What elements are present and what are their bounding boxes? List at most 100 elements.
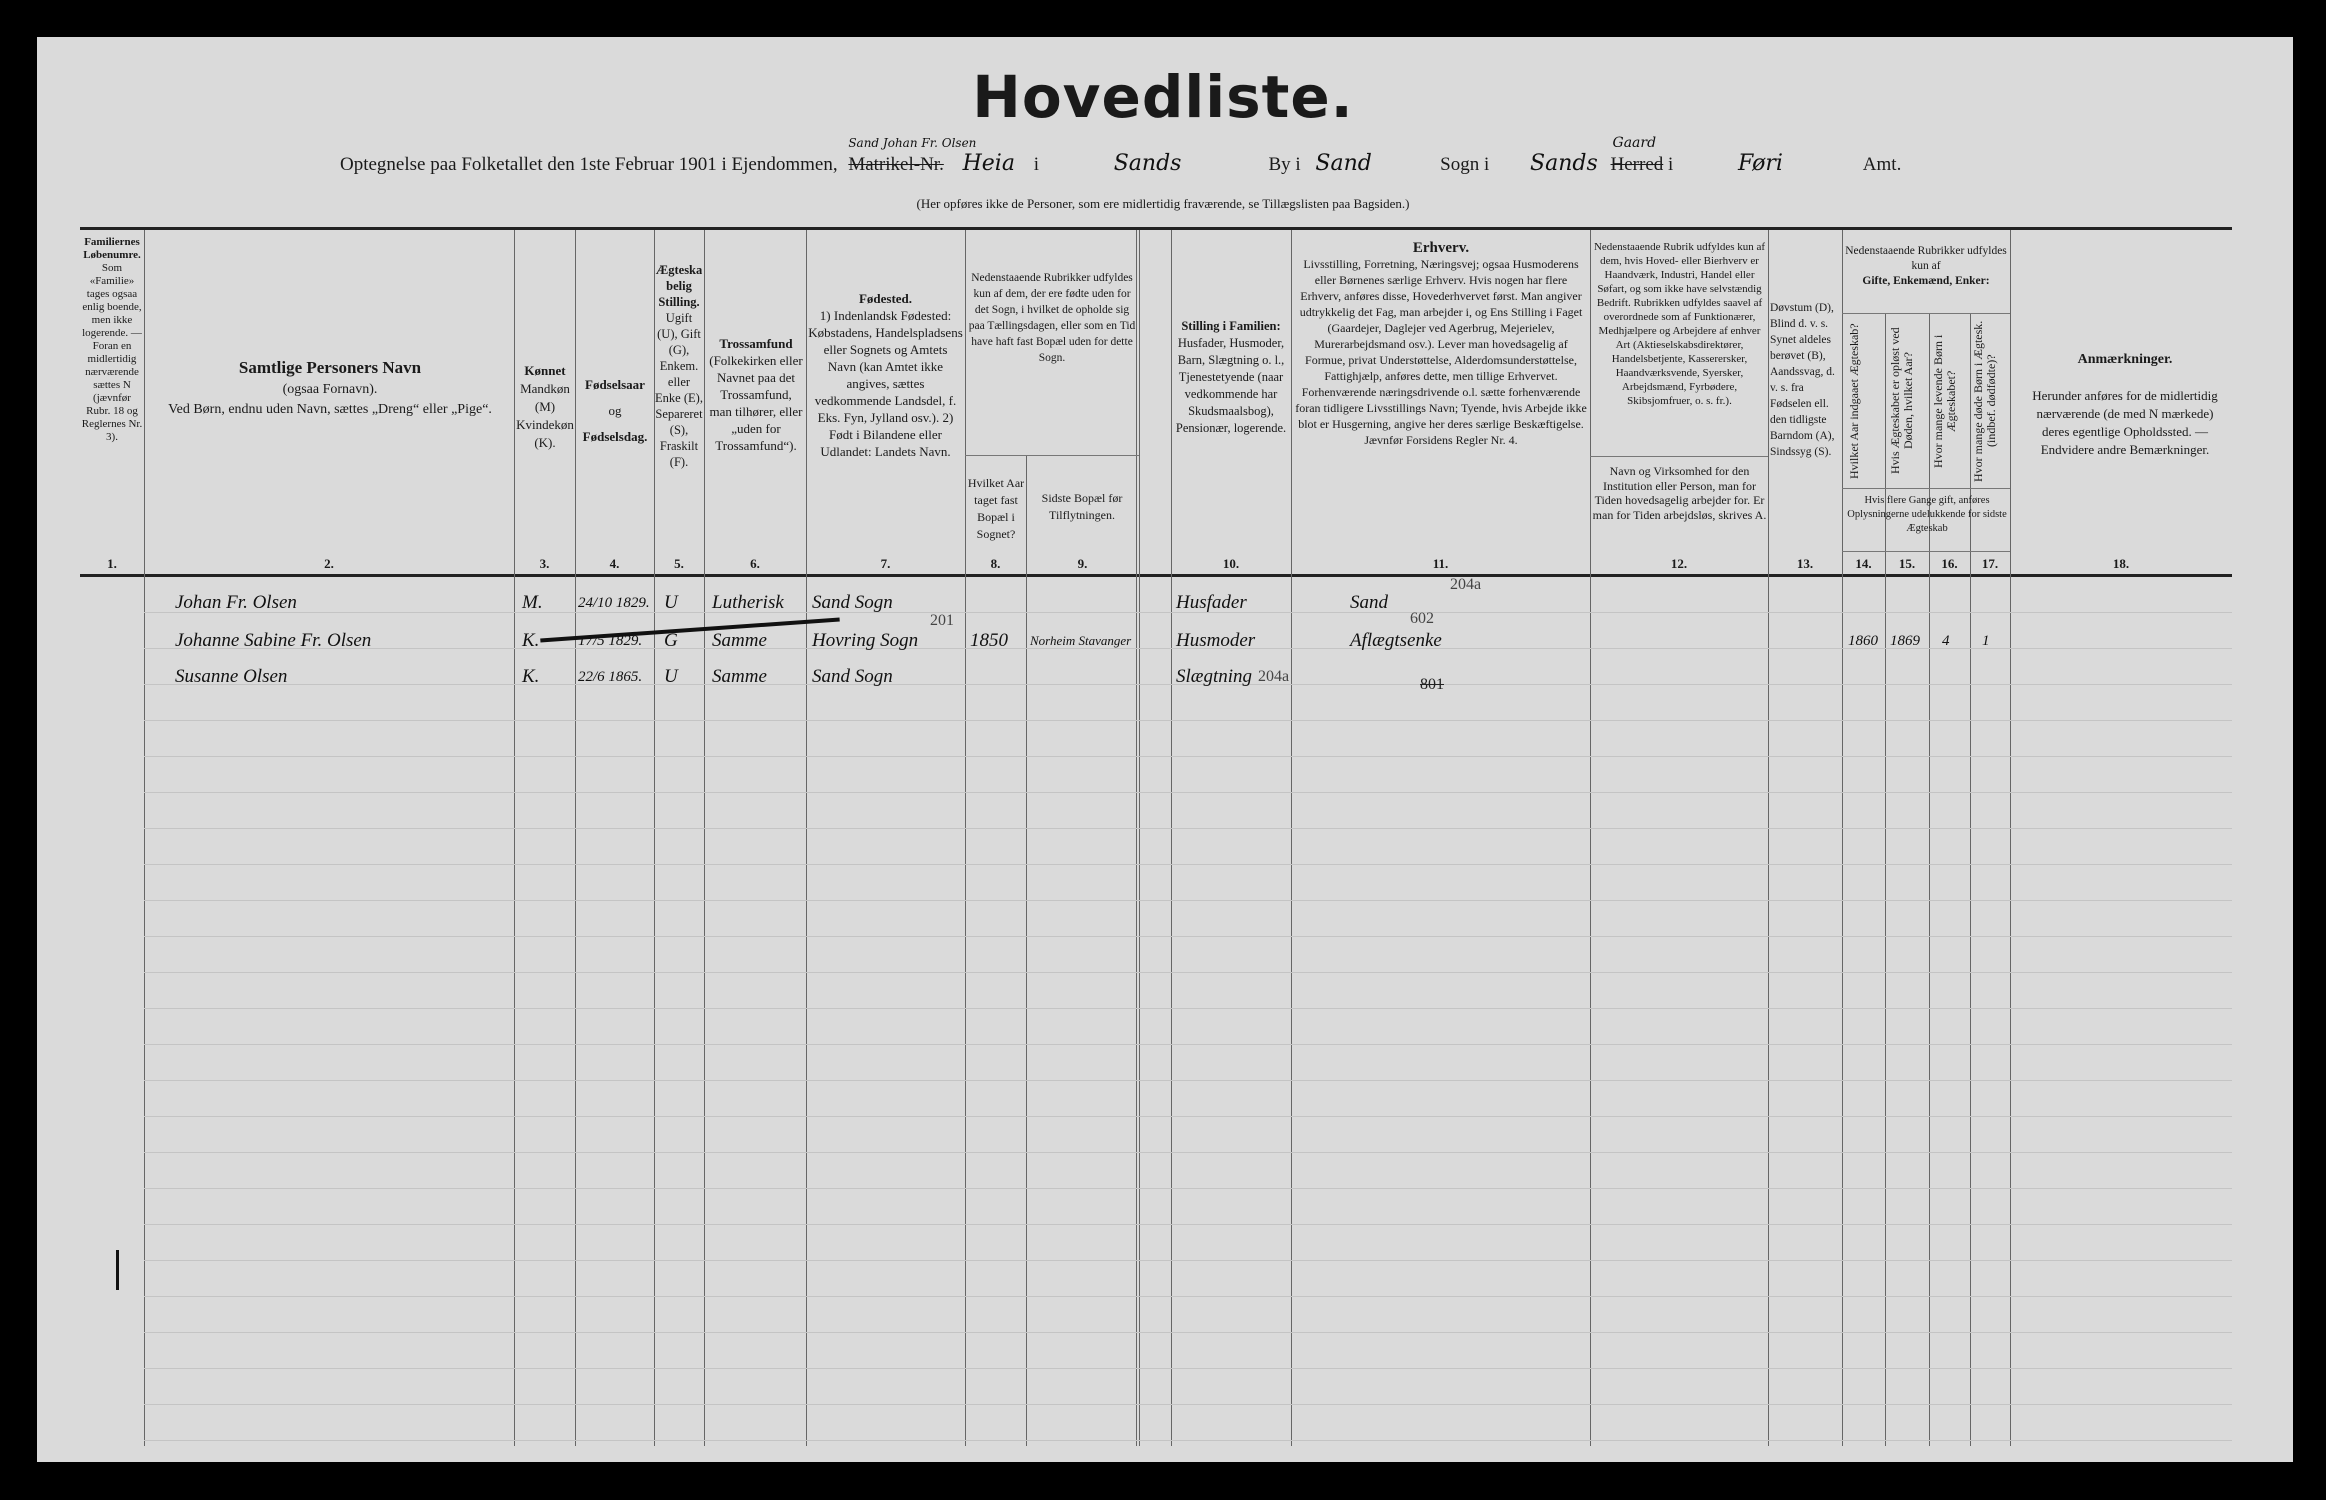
col8-9-header: Nedenstaaende Rubrikker udfyldes kun af …: [968, 272, 1136, 364]
cell-faith: Lutherisk: [712, 592, 784, 613]
ruled-line: [144, 1260, 2232, 1261]
col1-header: Familiernes Løbenumre. Som «Familie» tage…: [80, 236, 144, 444]
col13-header: Døvstum (D), Blind d. v. s. Synet aldele…: [1770, 302, 1835, 458]
col2-header: Samtlige Personers Navn (ogsaa Fornavn). V…: [150, 358, 510, 420]
column-divider: [1291, 230, 1292, 1446]
top-rule: [80, 227, 2232, 230]
occupation-code: 801: [1420, 676, 1444, 693]
cell-role: Husmoder: [1176, 630, 1256, 651]
column-divider: [1171, 230, 1172, 1446]
cell-c17: 1: [1982, 633, 1990, 649]
ruled-line: [144, 1152, 2232, 1153]
ruled-line: [144, 1296, 2232, 1297]
subheader-rule: [1842, 313, 2010, 314]
cell-birthplace: Sand Sogn: [812, 592, 893, 613]
cell-name: Johan Fr. Olsen: [175, 592, 297, 613]
col7-header: Fødested. 1) Indenlandsk Fødested: Købsta…: [808, 290, 963, 460]
gaard-handwritten: Gaard: [1612, 135, 1657, 151]
column-number: 13.: [1796, 556, 1814, 571]
column-divider: [654, 230, 655, 1446]
cell-born: 24/10 1829.: [578, 595, 650, 611]
ruled-line: [144, 1044, 2232, 1045]
column-divider: [1026, 455, 1027, 1446]
col16-header: Hvor mange levende Børn i Ægteskabet?: [1931, 334, 1958, 468]
col15-header: Hvis Ægteskabet er opløst ved Døden, hvi…: [1888, 327, 1915, 475]
col10-header: Stilling i Familien: Husfader, Husmoder, …: [1172, 318, 1290, 437]
col7-title: Fødested.: [858, 291, 913, 306]
col12-header: Nedenstaaende Rubrik udfyldes kun af dem…: [1593, 241, 1766, 407]
place-handwritten: Sands: [1113, 151, 1182, 176]
col3-text: Mandkøn (M) Kvindekøn (K).: [516, 381, 574, 450]
cell-c16: 4: [1942, 633, 1950, 649]
form-title: Hovedliste.: [972, 63, 1354, 131]
col2-title: Samtlige Personers Navn: [238, 358, 422, 377]
cell-sex: M.: [522, 592, 543, 613]
cell-name: Susanne Olsen: [175, 666, 288, 687]
cell-last-residence: Norheim Stavanger: [1030, 633, 1132, 648]
col10-text: Husfader, Husmoder, Barn, Slægtning o. l…: [1175, 336, 1287, 435]
label-i: i: [1668, 154, 1674, 175]
col1-text: Som «Familie» tages ogsaa enlig boende, …: [81, 262, 143, 443]
col4-og: og: [608, 403, 622, 418]
cell-faith: Samme: [712, 666, 767, 687]
col10-title: Stilling i Familien:: [1181, 319, 1281, 333]
sogn-label: Sogn i: [1440, 154, 1490, 175]
subheader-rule: [1842, 551, 2010, 552]
column-divider: [1842, 230, 1843, 1446]
column-number: 7.: [880, 556, 891, 571]
ruled-line: [144, 1224, 2232, 1225]
col6-text: (Folkekirken eller Navnet paa det Trossa…: [709, 353, 803, 453]
ruled-line: [144, 936, 2232, 937]
col4-title2: Fødselsdag.: [582, 429, 648, 444]
col6-header: Trossamfund (Folkekirken eller Navnet paa…: [708, 335, 804, 454]
ruled-line: [144, 792, 2232, 793]
by-label: By i: [1268, 154, 1301, 175]
col8-header: Hvilket Aar taget fast Bopæl i Sognet?: [967, 476, 1025, 541]
col14-17-header: Nedenstaaende Rubrikker udfyldes kun af G…: [1844, 244, 2008, 289]
cell-marital: G: [664, 630, 678, 651]
col14-17-bold: Gifte, Enkemænd, Enker:: [1862, 275, 1990, 287]
column-divider: [144, 230, 145, 1446]
cell-c14: 1860: [1848, 633, 1878, 649]
column-divider: [704, 230, 705, 1446]
column-divider: [1768, 230, 1769, 1446]
cell-marital: U: [664, 592, 678, 613]
column-divider: [965, 230, 966, 1446]
column-number: 2.: [324, 556, 334, 571]
col4-header: Fødselsaar og Fødselsdag.: [576, 372, 654, 450]
column-number: 8.: [990, 556, 1001, 571]
col2-text1: (ogsaa Fornavn).: [282, 382, 378, 397]
column-number: 17.: [1981, 556, 1999, 571]
column-number: 18.: [2112, 556, 2130, 571]
col14-17-text: Nedenstaaende Rubrikker udfyldes kun af: [1845, 245, 2007, 272]
struck-matrikel-label: Matrikel-Nr.: [848, 154, 944, 175]
cell-role: Slægtning: [1176, 666, 1253, 687]
role-code: 204a: [1258, 668, 1290, 685]
cell-birthplace: Sand Sogn: [812, 666, 893, 687]
birthplace-code: 201: [930, 612, 954, 629]
ruled-line: [144, 1188, 2232, 1189]
ruled-line: [144, 720, 2232, 721]
ruled-line: [144, 756, 2232, 757]
col5-title: Ægteskabelig Stilling.: [655, 263, 703, 309]
cell-year-settled: 1850: [970, 630, 1008, 651]
column-number: 10.: [1222, 556, 1240, 571]
stray-pen-mark: [116, 1250, 119, 1290]
cell-role: Husfader: [1176, 592, 1247, 613]
column-divider: [575, 230, 576, 1446]
sogn-handwritten: Sands: [1530, 151, 1598, 176]
cell-occupation: Aflægtsenke: [1350, 630, 1442, 651]
col9-header: Sidste Bopæl før Tilflytningen.: [1041, 491, 1123, 522]
cell-sex: K.: [522, 630, 540, 651]
column-number: 14.: [1855, 556, 1872, 571]
column-number: 5.: [674, 556, 684, 571]
col18-text: Herunder anføres for de midlertidig nærv…: [2032, 388, 2218, 457]
column-divider: [2010, 230, 2011, 1446]
column-number: 1.: [107, 556, 117, 571]
struck-herred-label: Herred: [1610, 154, 1664, 175]
cell-birthplace: Hovring Sogn: [812, 630, 919, 651]
column-number: 12.: [1670, 556, 1688, 571]
ruled-line: [144, 1332, 2232, 1333]
column-number: 6.: [750, 556, 760, 571]
header-bottom-rule: [80, 574, 2232, 577]
